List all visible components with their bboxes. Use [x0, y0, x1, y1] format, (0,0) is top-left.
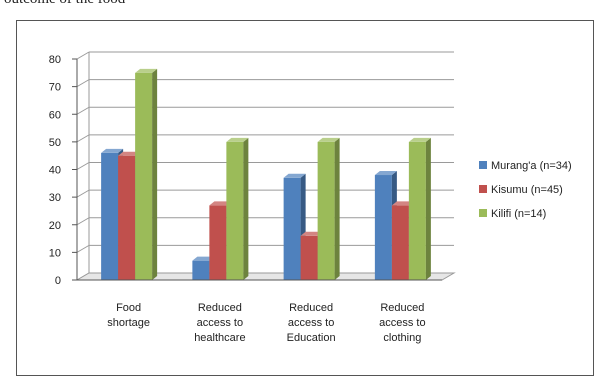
y-tick-label: 50 — [49, 137, 61, 149]
y-tick-label: 10 — [49, 247, 61, 259]
bar-front — [374, 175, 392, 280]
bar-side — [334, 137, 340, 280]
cropped-caption-text: outcome of the food — [4, 0, 125, 8]
bar-front — [135, 72, 153, 280]
bar — [408, 137, 431, 280]
x-category-label: Reduced access to healthcare — [194, 302, 245, 344]
y-tick-label: 20 — [49, 220, 61, 232]
x-category-label-line: clothing — [383, 332, 421, 344]
x-category-label-line: access to — [197, 317, 243, 329]
y-tick-label: 80 — [49, 54, 61, 66]
x-category-label-line: Food — [116, 302, 141, 314]
bar-layer — [101, 68, 431, 280]
bar-top — [300, 231, 323, 236]
bar-front — [300, 235, 318, 280]
y-tick-label: 0 — [55, 275, 61, 287]
bar-chart: 0 10 20 30 40 50 60 70 80 Food shortage Reduced acce… — [49, 51, 572, 344]
bar-top — [317, 137, 340, 142]
grid-diagonal — [76, 189, 90, 198]
x-category-label: Reduced access to clothing — [379, 302, 425, 344]
legend-swatch — [479, 161, 487, 169]
bar-front — [101, 152, 119, 280]
bar-top — [226, 137, 249, 142]
bar-top — [101, 148, 124, 153]
bar — [135, 68, 158, 280]
bar-top — [209, 201, 232, 206]
grid-diagonal — [76, 79, 90, 88]
bar-top — [118, 151, 141, 156]
bar-front — [226, 141, 244, 280]
bar-top — [135, 68, 158, 73]
x-category-label-line: Reduced — [289, 302, 333, 314]
grid-diagonal — [76, 162, 90, 170]
legend-label: Kisumu (n=45) — [491, 184, 563, 196]
legend-swatch — [479, 185, 487, 193]
bar-front — [391, 205, 409, 280]
y-tick-label: 60 — [49, 109, 61, 121]
grid-diagonal — [76, 217, 90, 226]
grid-diagonal — [76, 134, 90, 143]
x-category-label-line: access to — [288, 317, 334, 329]
x-category-label-line: Reduced — [198, 302, 242, 314]
legend-swatch — [479, 209, 487, 217]
y-tick-label: 40 — [49, 165, 61, 177]
bar-front — [283, 177, 301, 280]
y-tick-label: 70 — [49, 82, 61, 94]
axis-layer: 0 10 20 30 40 50 60 70 80 Food shortage Reduced acce… — [49, 54, 442, 344]
legend-label: Murang'a (n=34) — [491, 160, 572, 172]
x-category-label-line: shortage — [107, 317, 150, 329]
x-category-label-line: Reduced — [380, 302, 424, 314]
y-tick-label: 30 — [49, 192, 61, 204]
x-category-label-line: healthcare — [194, 332, 245, 344]
bar-top — [391, 201, 414, 206]
legend: Murang'a (n=34) Kisumu (n=45) Kilifi (n=14… — [479, 160, 572, 220]
x-category-label-line: access to — [379, 317, 425, 329]
bar-side — [243, 137, 249, 280]
bar-front — [192, 260, 210, 280]
x-category-label: Reduced access to Education — [287, 302, 336, 344]
legend-label: Kilifi (n=14) — [491, 208, 546, 220]
x-category-label-line: Education — [287, 332, 336, 344]
bar-top — [283, 173, 306, 178]
bar-front — [317, 141, 335, 280]
bar-side — [152, 68, 158, 280]
bar-top — [192, 256, 215, 261]
grid-diagonal — [76, 51, 90, 60]
x-category-label: Food shortage — [107, 302, 150, 329]
chart-frame: 0 10 20 30 40 50 60 70 80 Food shortage Reduced acce… — [16, 20, 594, 376]
bar-side — [425, 137, 431, 280]
bar-front — [209, 205, 227, 280]
bar-front — [408, 141, 426, 280]
bar-front — [118, 155, 136, 280]
bar-top — [408, 137, 431, 142]
bar-top — [374, 171, 397, 176]
grid-diagonal — [76, 244, 90, 253]
bar — [226, 137, 249, 280]
grid-diagonal — [76, 106, 90, 115]
bar — [317, 137, 340, 280]
